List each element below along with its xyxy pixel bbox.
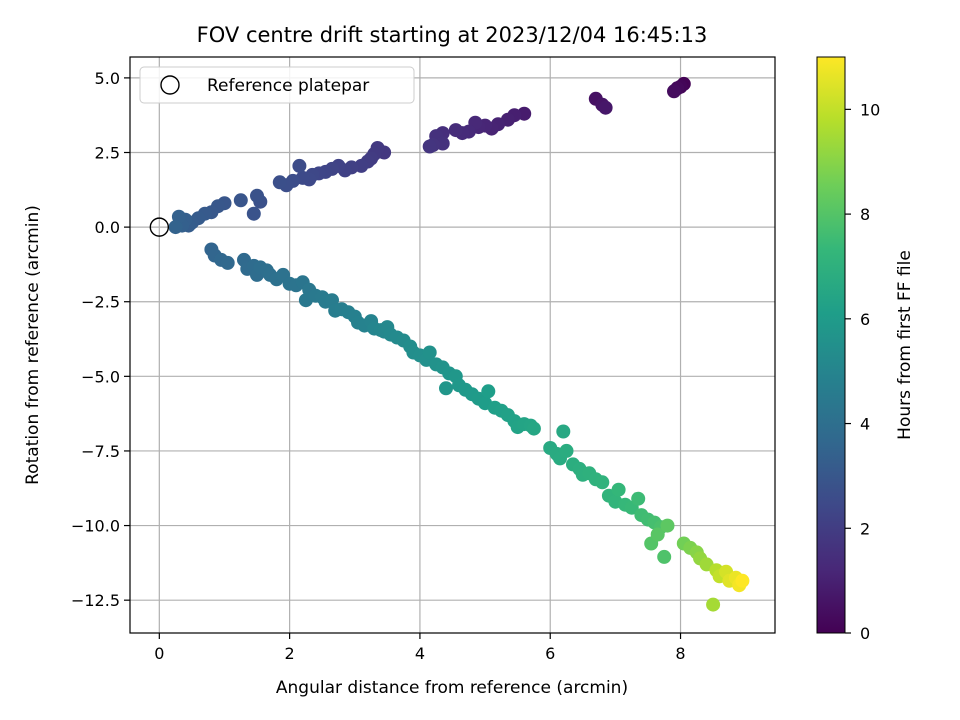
data-point bbox=[233, 193, 248, 208]
y-tick-label: −7.5 bbox=[81, 442, 120, 461]
data-point bbox=[556, 424, 571, 439]
data-point bbox=[526, 421, 541, 436]
data-point bbox=[168, 220, 183, 235]
x-tick-label: 4 bbox=[415, 644, 425, 663]
colorbar bbox=[816, 56, 846, 634]
colorbar-tick-label: 0 bbox=[860, 624, 870, 643]
data-point bbox=[667, 84, 681, 99]
y-tick-label: −12.5 bbox=[71, 591, 120, 610]
data-point bbox=[246, 206, 261, 221]
data-point bbox=[250, 188, 264, 203]
scatter-points bbox=[168, 76, 750, 612]
data-point bbox=[650, 527, 665, 542]
x-tick-label: 8 bbox=[675, 644, 685, 663]
colorbar-tick-label: 6 bbox=[860, 310, 870, 329]
colorbar-tick-label: 8 bbox=[860, 205, 870, 224]
data-point bbox=[292, 158, 307, 173]
reference-platepar-marker bbox=[149, 217, 170, 237]
y-tick-label: 5.0 bbox=[95, 69, 120, 88]
colorbar-tick-label: 10 bbox=[860, 100, 880, 119]
legend-reference-marker-icon bbox=[160, 75, 180, 95]
y-tick-label: 2.5 bbox=[95, 144, 120, 163]
y-axis-ticks: 5.0 2.5 0.0 −2.5 −5.0 −7.5 −10.0 −12.5 bbox=[71, 69, 130, 610]
data-point bbox=[598, 100, 613, 115]
chart-title: FOV centre drift starting at 2023/12/04 … bbox=[197, 23, 708, 47]
data-point bbox=[660, 518, 675, 533]
data-point bbox=[735, 573, 750, 588]
data-point bbox=[657, 549, 672, 564]
data-point bbox=[611, 482, 626, 497]
data-point bbox=[272, 175, 287, 190]
legend: Reference platepar bbox=[139, 66, 415, 104]
data-point bbox=[325, 293, 339, 308]
data-point bbox=[481, 384, 496, 399]
y-tick-label: −2.5 bbox=[81, 293, 120, 312]
plot-area-frame bbox=[129, 56, 776, 634]
y-tick-label: −10.0 bbox=[71, 517, 120, 536]
data-point bbox=[422, 139, 437, 154]
colorbar-tick-label: 2 bbox=[860, 519, 870, 538]
y-tick-label: 0.0 bbox=[95, 218, 120, 237]
data-point bbox=[439, 381, 453, 396]
data-point bbox=[559, 443, 574, 458]
legend-entry-reference-platepar: Reference platepar bbox=[207, 76, 369, 96]
data-point bbox=[422, 345, 437, 360]
x-axis-label: Angular distance from reference (arcmin) bbox=[276, 678, 628, 698]
x-tick-label: 2 bbox=[285, 644, 295, 663]
colorbar-label: Hours from first FF file bbox=[895, 250, 915, 440]
colorbar-tick-label: 4 bbox=[860, 415, 870, 434]
legend-box bbox=[139, 66, 415, 104]
data-point bbox=[448, 123, 463, 138]
data-point bbox=[220, 255, 235, 270]
x-tick-label: 0 bbox=[154, 644, 164, 663]
colorbar-ticks: 0 2 4 6 8 10 bbox=[845, 100, 880, 643]
y-axis-label: Rotation from reference (arcmin) bbox=[23, 205, 43, 485]
data-point bbox=[706, 597, 721, 612]
data-point bbox=[595, 475, 610, 490]
x-axis-ticks: 0 2 4 6 8 bbox=[154, 633, 686, 663]
x-tick-label: 6 bbox=[545, 644, 555, 663]
y-tick-label: −5.0 bbox=[81, 367, 120, 386]
data-point bbox=[631, 491, 646, 506]
